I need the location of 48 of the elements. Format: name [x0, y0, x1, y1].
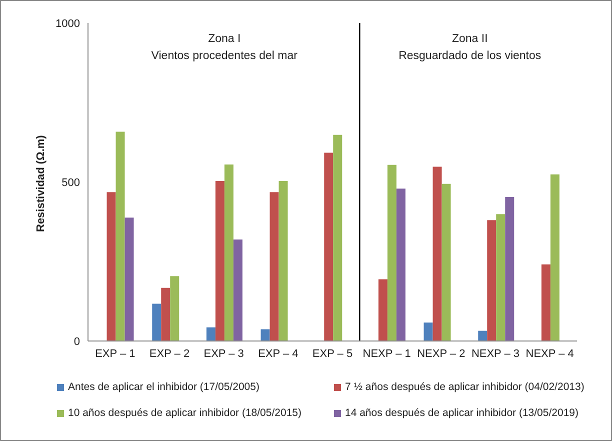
annotation: Resguardado de los vientos: [398, 49, 542, 64]
y-tick-label: 500: [62, 176, 80, 189]
bar: [152, 304, 162, 341]
x-tick-label: EXP – 5: [312, 348, 353, 360]
annotation: Zona II: [450, 32, 489, 47]
bar: [116, 132, 125, 341]
x-tick-label: NEXP – 4: [526, 348, 574, 360]
y-tick-label: 1000: [56, 18, 80, 30]
bar: [541, 264, 550, 341]
legend-label: Antes de aplicar el inhibidor (17/05/2005): [68, 381, 260, 393]
annotation: Zona I: [207, 32, 242, 47]
bar: [206, 327, 216, 341]
legend-label: 14 años después de aplicar inhibidor (13/05/2019): [345, 407, 578, 419]
bar: [487, 220, 496, 341]
annotation: Vientos procedentes del mar: [150, 49, 298, 64]
x-tick-label: NEXP – 1: [362, 348, 411, 360]
bar: [424, 322, 433, 341]
bar: [396, 188, 406, 341]
bar: [270, 192, 279, 341]
x-tick-label: NEXP – 3: [471, 348, 520, 360]
bar: [442, 184, 451, 341]
legend-label: 10 años después de aplicar inhibidor (18/05/2015): [68, 407, 302, 419]
x-tick-label: EXP – 1: [95, 348, 136, 360]
bar: [324, 152, 334, 341]
x-tick-label: EXP – 2: [149, 348, 190, 360]
bar: [333, 134, 342, 341]
bar: [161, 288, 170, 341]
bar: [278, 181, 288, 341]
bar: [550, 174, 560, 341]
bar: [224, 164, 234, 341]
x-tick-label: EXP – 4: [258, 348, 298, 360]
legend-label: 7 ½ años después de aplicar inhibidor (04/02/2013): [345, 381, 584, 393]
bar: [496, 214, 506, 341]
bar: [478, 330, 488, 341]
bar: [233, 240, 242, 341]
bar: [387, 164, 396, 341]
bar: [505, 196, 514, 341]
bar: [124, 218, 134, 341]
x-tick-label: NEXP – 2: [417, 348, 466, 360]
bar: [215, 181, 224, 341]
bar: [378, 279, 388, 341]
y-tick-label: 0: [74, 336, 80, 348]
bar: [260, 329, 270, 341]
bar: [170, 276, 180, 341]
y-axis-title: Resistividad (Ω.m): [34, 134, 47, 232]
bar: [106, 192, 116, 341]
bar: [432, 166, 442, 341]
x-tick-label: EXP – 3: [204, 348, 244, 360]
